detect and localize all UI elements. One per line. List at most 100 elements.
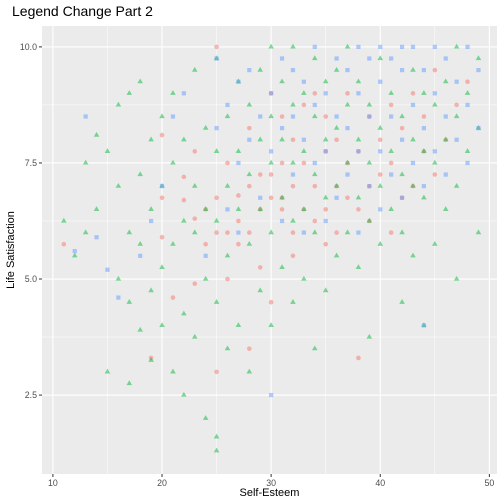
point-triangle xyxy=(432,240,438,246)
point-triangle xyxy=(235,206,242,211)
point-circle xyxy=(214,195,219,201)
point-circle xyxy=(159,132,165,138)
point-square xyxy=(312,44,317,49)
point-triangle xyxy=(366,101,373,107)
point-square xyxy=(269,149,274,154)
point-triangle xyxy=(93,206,100,211)
point-square xyxy=(356,91,361,96)
point-circle xyxy=(301,102,307,108)
point-square xyxy=(159,184,165,189)
point-triangle xyxy=(213,433,220,439)
point-triangle xyxy=(388,90,394,95)
point-circle xyxy=(279,114,285,119)
series-green-points xyxy=(61,43,482,453)
point-triangle xyxy=(82,229,89,235)
point-square xyxy=(323,149,328,154)
point-circle xyxy=(170,295,176,300)
y-tick-label: 5.0 xyxy=(25,274,37,284)
point-triangle xyxy=(181,391,187,397)
point-circle xyxy=(236,193,241,198)
point-circle xyxy=(312,183,318,189)
point-triangle xyxy=(333,252,340,258)
point-square xyxy=(465,160,470,166)
point-triangle xyxy=(224,113,231,119)
point-triangle xyxy=(71,252,78,258)
point-triangle xyxy=(366,159,373,165)
point-circle xyxy=(388,230,394,235)
point-circle xyxy=(312,91,318,96)
point-triangle xyxy=(268,322,274,328)
point-triangle xyxy=(442,206,449,211)
point-circle xyxy=(290,253,296,259)
point-triangle xyxy=(311,229,318,235)
point-triangle xyxy=(115,182,122,188)
point-triangle xyxy=(366,333,373,339)
point-square xyxy=(421,68,426,73)
point-square xyxy=(323,218,328,224)
point-triangle xyxy=(126,90,133,95)
point-triangle xyxy=(137,326,143,332)
point-triangle xyxy=(213,447,220,453)
point-triangle xyxy=(126,380,133,386)
point-triangle xyxy=(344,101,351,107)
point-square xyxy=(323,91,328,96)
point-triangle xyxy=(355,194,362,200)
point-triangle xyxy=(279,194,285,200)
point-square xyxy=(399,68,405,73)
point-circle xyxy=(268,299,274,305)
point-triangle xyxy=(137,240,143,246)
point-triangle xyxy=(355,264,362,270)
point-circle xyxy=(290,230,296,235)
point-circle xyxy=(301,160,307,166)
point-circle xyxy=(432,67,438,73)
point-triangle xyxy=(93,131,100,137)
point-square xyxy=(312,160,317,166)
point-square xyxy=(83,114,88,119)
point-circle xyxy=(465,79,470,85)
point-triangle xyxy=(148,357,154,362)
point-circle xyxy=(356,355,361,361)
x-tick-label: 40 xyxy=(375,478,385,488)
point-circle xyxy=(257,172,263,177)
point-circle xyxy=(279,160,285,166)
point-circle xyxy=(388,160,394,166)
point-circle xyxy=(290,137,296,143)
point-triangle xyxy=(170,240,176,246)
point-triangle xyxy=(191,333,198,339)
point-circle xyxy=(61,241,67,247)
point-circle xyxy=(181,174,187,180)
point-triangle xyxy=(410,136,416,142)
point-triangle xyxy=(181,217,187,223)
point-circle xyxy=(345,195,350,201)
point-square xyxy=(345,126,350,131)
point-square xyxy=(421,126,426,131)
point-square xyxy=(181,91,186,96)
point-triangle xyxy=(399,171,405,177)
point-square xyxy=(279,56,285,61)
point-square xyxy=(465,102,470,108)
point-square xyxy=(378,79,383,84)
point-square xyxy=(410,44,416,49)
point-square xyxy=(410,102,416,108)
point-triangle xyxy=(224,252,231,258)
x-tick-label: 20 xyxy=(157,478,167,488)
point-square xyxy=(236,160,241,166)
point-triangle xyxy=(432,101,438,107)
point-triangle xyxy=(322,287,329,293)
point-square xyxy=(301,230,306,235)
point-square xyxy=(356,44,361,49)
point-square xyxy=(279,218,285,224)
point-triangle xyxy=(61,217,67,223)
point-square xyxy=(225,102,230,108)
point-triangle xyxy=(170,90,176,95)
point-circle xyxy=(388,102,394,108)
x-tick-label: 50 xyxy=(484,478,494,488)
point-circle xyxy=(214,44,219,50)
point-square xyxy=(356,230,361,235)
point-triangle xyxy=(388,206,394,211)
point-circle xyxy=(377,172,383,177)
point-square xyxy=(476,126,481,131)
point-square xyxy=(258,114,263,119)
point-square xyxy=(432,91,437,96)
